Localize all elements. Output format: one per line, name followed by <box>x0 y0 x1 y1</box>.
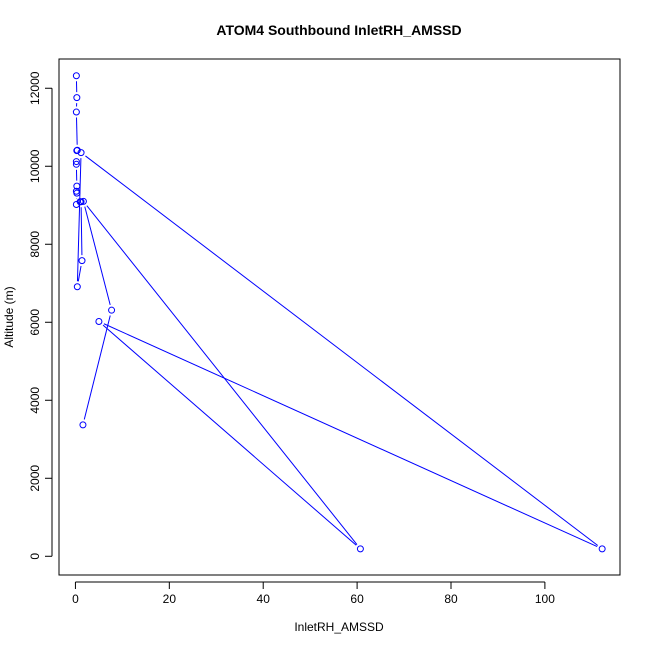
data-point <box>95 317 103 325</box>
data-point <box>356 545 364 553</box>
data-point <box>73 189 81 197</box>
data-point <box>77 198 85 206</box>
data-point <box>77 149 85 157</box>
x-tick-label: 0 <box>72 592 79 606</box>
x-tick-label: 100 <box>535 592 555 606</box>
x-tick-label: 60 <box>350 592 364 606</box>
x-axis: 0 20 40 60 80 100 <box>72 581 555 606</box>
chart-title: ATOM4 Southbound InletRH_AMSSD <box>216 22 461 38</box>
data-point <box>72 108 80 116</box>
data-point <box>78 257 86 265</box>
data-point <box>72 160 80 168</box>
y-tick-label: 4000 <box>28 387 42 414</box>
x-axis-label: InletRH_AMSSD <box>294 620 384 634</box>
series-line-segment <box>84 206 111 305</box>
y-tick-label: 8000 <box>28 231 42 258</box>
series-line-segment <box>80 207 83 256</box>
y-tick-label: 0 <box>28 553 42 560</box>
y-tick-label: 10000 <box>28 149 42 183</box>
series-line-segment <box>86 205 358 545</box>
series-line-segment <box>103 323 598 548</box>
y-tick-label: 12000 <box>28 71 42 105</box>
data-point <box>598 545 606 553</box>
data-point <box>73 182 81 190</box>
x-tick-label: 80 <box>444 592 458 606</box>
plot-frame <box>58 58 621 576</box>
series-line-segment <box>76 158 82 282</box>
series-layer <box>72 72 606 553</box>
series-line-segment <box>77 265 82 282</box>
data-point <box>79 421 87 429</box>
data-point <box>72 158 80 166</box>
y-axis-label: Altitude (m) <box>2 286 16 347</box>
x-tick-label: 40 <box>257 592 271 606</box>
series-line-segment <box>85 155 599 546</box>
y-tick-label: 6000 <box>28 309 42 336</box>
data-point <box>73 283 81 291</box>
y-tick-label: 2000 <box>28 465 42 492</box>
data-point <box>72 72 80 80</box>
y-axis: 0 2000 4000 6000 8000 10000 12000 <box>28 71 53 560</box>
data-point <box>79 197 87 205</box>
series-line-segment <box>83 315 111 420</box>
data-point <box>73 94 81 102</box>
series-line-segment <box>76 117 78 145</box>
series-line-segment <box>102 324 357 546</box>
data-point <box>108 306 116 314</box>
data-point <box>73 147 81 155</box>
x-tick-label: 20 <box>163 592 177 606</box>
